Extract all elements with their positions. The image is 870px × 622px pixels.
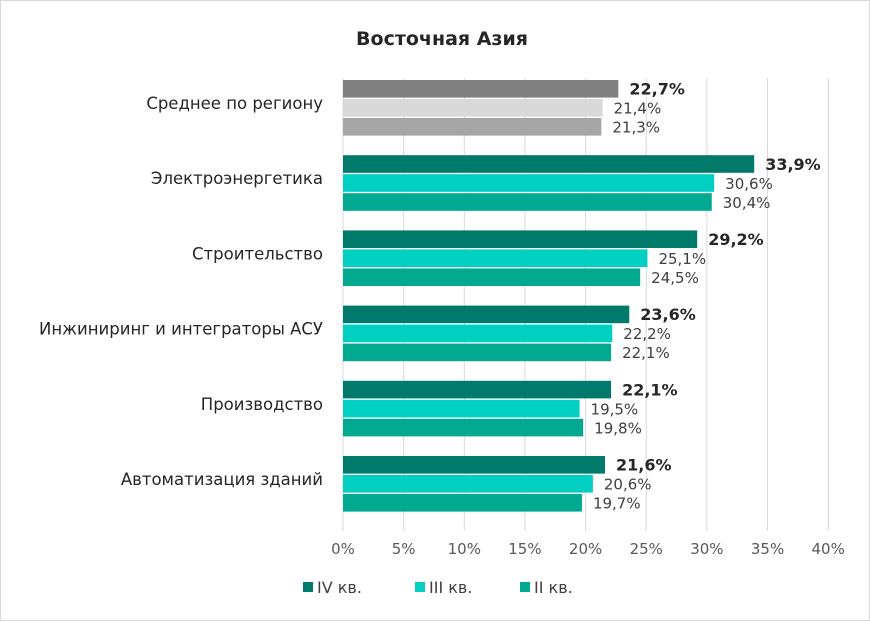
legend-swatch bbox=[415, 582, 425, 592]
data-label: 22,2% bbox=[623, 325, 671, 343]
category-label: Строительство bbox=[192, 244, 323, 263]
data-label: 21,3% bbox=[612, 119, 660, 137]
legend: IV кв. III кв. II кв. bbox=[303, 578, 573, 597]
bar bbox=[343, 305, 630, 324]
data-label: 21,4% bbox=[614, 100, 662, 118]
bar bbox=[343, 268, 641, 286]
chart-title: Восточная Азия bbox=[356, 28, 528, 50]
data-label: 30,6% bbox=[725, 175, 773, 193]
bar bbox=[343, 118, 602, 136]
bar bbox=[343, 475, 593, 493]
category-label: Электроэнергетика bbox=[151, 169, 323, 188]
bar bbox=[343, 155, 755, 173]
category-label: Производство bbox=[201, 395, 323, 414]
bar bbox=[343, 324, 613, 343]
x-tick-label: 5% bbox=[392, 540, 416, 558]
legend-swatch bbox=[303, 582, 313, 592]
category-label: Автоматизация зданий bbox=[121, 470, 323, 489]
bar bbox=[343, 494, 582, 512]
gridlines bbox=[342, 78, 829, 531]
data-label: 24,5% bbox=[651, 269, 699, 287]
bar bbox=[343, 193, 712, 211]
category-label: Среднее по региону bbox=[146, 94, 323, 113]
legend-label: III кв. bbox=[429, 578, 472, 597]
data-label: 22,7% bbox=[629, 80, 685, 99]
data-label: 29,2% bbox=[708, 230, 764, 249]
data-label: 33,9% bbox=[765, 155, 821, 174]
x-tick-label: 40% bbox=[812, 540, 845, 558]
data-label: 19,7% bbox=[593, 495, 641, 513]
legend-label: II кв. bbox=[534, 578, 573, 597]
bar bbox=[343, 418, 584, 437]
bar bbox=[343, 380, 612, 399]
x-tick-label: 20% bbox=[569, 540, 602, 558]
data-label: 20,6% bbox=[604, 476, 652, 494]
bar bbox=[343, 230, 698, 248]
category-label: Инжиниринг и интеграторы АСУ bbox=[39, 320, 323, 339]
bars: 22,7%21,4%21,3% 33,9%30,6%30,4% 29,2%25,1%… bbox=[343, 80, 821, 513]
data-label: 21,6% bbox=[616, 456, 672, 475]
bar bbox=[343, 80, 619, 98]
legend-swatch bbox=[520, 582, 530, 592]
bar bbox=[343, 343, 612, 362]
data-label: 22,1% bbox=[622, 380, 678, 399]
data-label: 22,1% bbox=[622, 344, 670, 362]
category-labels: Среднее по региону Электроэнергетика Строи… bbox=[39, 94, 323, 489]
bar bbox=[343, 456, 606, 474]
bar bbox=[343, 99, 603, 117]
x-tick-label: 10% bbox=[448, 540, 481, 558]
x-tick-label: 0% bbox=[331, 540, 355, 558]
legend-label: IV кв. bbox=[317, 578, 362, 597]
x-tick-label: 25% bbox=[630, 540, 663, 558]
data-label: 30,4% bbox=[723, 194, 771, 212]
bar bbox=[343, 249, 648, 267]
x-tick-label: 30% bbox=[690, 540, 723, 558]
x-tick-label: 35% bbox=[751, 540, 784, 558]
data-label: 19,8% bbox=[594, 419, 642, 437]
bar bbox=[343, 174, 715, 192]
x-tick-label: 15% bbox=[508, 540, 541, 558]
data-label: 19,5% bbox=[591, 400, 639, 418]
bar bbox=[343, 399, 580, 418]
data-label: 23,6% bbox=[640, 305, 696, 324]
x-axis-ticks: 0% 5% 10% 15% 20% 25% 30% 35% 40% bbox=[331, 540, 845, 558]
data-label: 25,1% bbox=[658, 250, 706, 268]
